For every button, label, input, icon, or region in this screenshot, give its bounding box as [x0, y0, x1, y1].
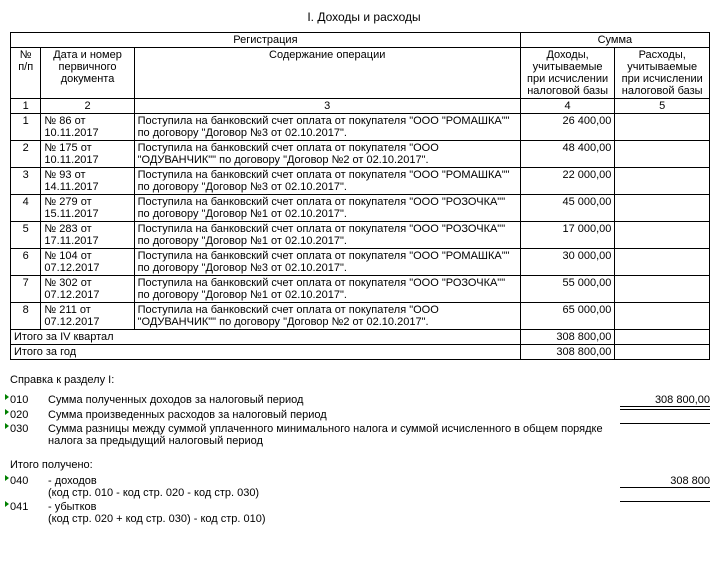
reference-heading: Справка к разделу I:: [10, 374, 710, 386]
colnum-1: 1: [11, 99, 41, 114]
header-expense: Расходы, учитываемые при исчислении нало…: [615, 48, 710, 99]
income-expense-table: Регистрация Сумма № п/п Дата и номер пер…: [10, 32, 710, 360]
line-010-value: 308 800,00: [620, 394, 710, 407]
row-description: Поступила на банковский счет оплата от п…: [134, 141, 520, 168]
line-040-code: 040: [10, 475, 40, 487]
row-number: 2: [11, 141, 41, 168]
colnum-2: 2: [41, 99, 134, 114]
row-description: Поступила на банковский счет оплата от п…: [134, 276, 520, 303]
row-expense: [615, 195, 710, 222]
line-041-value: [620, 501, 710, 502]
table-row: 2№ 175 от 10.11.2017Поступила на банковс…: [11, 141, 710, 168]
row-document: № 93 от 14.11.2017: [41, 168, 134, 195]
table-row: 6№ 104 от 07.12.2017Поступила на банковс…: [11, 249, 710, 276]
row-income: 55 000,00: [520, 276, 615, 303]
row-income: 65 000,00: [520, 303, 615, 330]
total-year-income: 308 800,00: [520, 345, 615, 360]
line-040-value: 308 800: [620, 475, 710, 488]
row-number: 6: [11, 249, 41, 276]
header-description: Содержание операции: [134, 48, 520, 99]
colnum-3: 3: [134, 99, 520, 114]
line-010-text: Сумма полученных доходов за налоговый пе…: [40, 394, 620, 406]
row-expense: [615, 168, 710, 195]
row-number: 5: [11, 222, 41, 249]
line-030-value: [620, 423, 710, 424]
reference-section: Справка к разделу I: 010 Сумма полученны…: [10, 374, 710, 525]
row-document: № 211 от 07.12.2017: [41, 303, 134, 330]
colnum-5: 5: [615, 99, 710, 114]
row-description: Поступила на банковский счет оплата от п…: [134, 168, 520, 195]
row-expense: [615, 114, 710, 141]
reference-subtotal-label: Итого получено:: [10, 459, 710, 471]
line-020-value: [620, 409, 710, 410]
header-registration: Регистрация: [11, 33, 521, 48]
row-income: 45 000,00: [520, 195, 615, 222]
row-number: 3: [11, 168, 41, 195]
line-020-code: 020: [10, 409, 40, 421]
row-number: 8: [11, 303, 41, 330]
table-row: 8№ 211 от 07.12.2017Поступила на банковс…: [11, 303, 710, 330]
row-income: 22 000,00: [520, 168, 615, 195]
row-expense: [615, 249, 710, 276]
header-document: Дата и номер первичного документа: [41, 48, 134, 99]
row-expense: [615, 303, 710, 330]
row-description: Поступила на банковский счет оплата от п…: [134, 114, 520, 141]
row-income: 17 000,00: [520, 222, 615, 249]
header-income: Доходы, учитываемые при исчислении налог…: [520, 48, 615, 99]
row-description: Поступила на банковский счет оплата от п…: [134, 195, 520, 222]
table-row: 4№ 279 от 15.11.2017Поступила на банковс…: [11, 195, 710, 222]
row-income: 30 000,00: [520, 249, 615, 276]
line-030-code: 030: [10, 423, 40, 435]
row-number: 1: [11, 114, 41, 141]
table-row: 7№ 302 от 07.12.2017Поступила на банковс…: [11, 276, 710, 303]
row-expense: [615, 276, 710, 303]
total-year-label: Итого за год: [11, 345, 521, 360]
section-title: I. Доходы и расходы: [10, 10, 718, 24]
row-document: № 104 от 07.12.2017: [41, 249, 134, 276]
line-020-text: Сумма произведенных расходов за налоговы…: [40, 409, 620, 421]
colnum-4: 4: [520, 99, 615, 114]
line-041-text: - убытков (код стр. 020 + код стр. 030) …: [40, 501, 620, 525]
row-description: Поступила на банковский счет оплата от п…: [134, 222, 520, 249]
row-document: № 283 от 17.11.2017: [41, 222, 134, 249]
table-row: 5№ 283 от 17.11.2017Поступила на банковс…: [11, 222, 710, 249]
total-year-expense: [615, 345, 710, 360]
line-040-text: - доходов (код стр. 010 - код стр. 020 -…: [40, 475, 620, 499]
row-number: 7: [11, 276, 41, 303]
header-number: № п/п: [11, 48, 41, 99]
line-010-code: 010: [10, 394, 40, 406]
row-document: № 86 от 10.11.2017: [41, 114, 134, 141]
table-row: 1№ 86 от 10.11.2017Поступила на банковск…: [11, 114, 710, 141]
row-number: 4: [11, 195, 41, 222]
row-document: № 175 от 10.11.2017: [41, 141, 134, 168]
row-description: Поступила на банковский счет оплата от п…: [134, 249, 520, 276]
total-q4-income: 308 800,00: [520, 330, 615, 345]
table-row: 3№ 93 от 14.11.2017Поступила на банковск…: [11, 168, 710, 195]
line-041-code: 041: [10, 501, 40, 513]
row-document: № 302 от 07.12.2017: [41, 276, 134, 303]
row-income: 48 400,00: [520, 141, 615, 168]
row-document: № 279 от 15.11.2017: [41, 195, 134, 222]
total-q4-label: Итого за IV квартал: [11, 330, 521, 345]
total-q4-expense: [615, 330, 710, 345]
header-sum: Сумма: [520, 33, 709, 48]
row-description: Поступила на банковский счет оплата от п…: [134, 303, 520, 330]
row-expense: [615, 222, 710, 249]
row-income: 26 400,00: [520, 114, 615, 141]
row-expense: [615, 141, 710, 168]
line-030-text: Сумма разницы между суммой уплаченного м…: [40, 423, 620, 447]
